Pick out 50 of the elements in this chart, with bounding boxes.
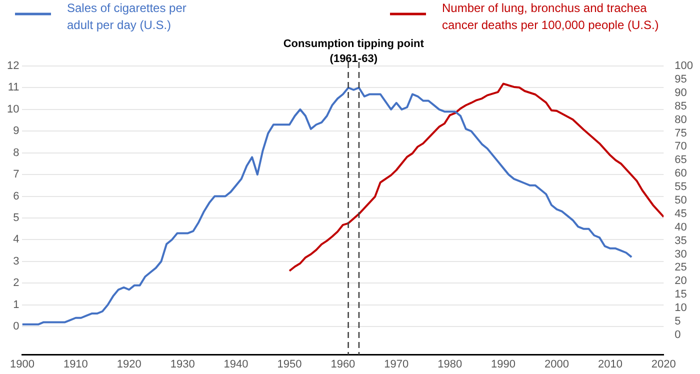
x-tick-label: 1910 [63, 358, 88, 370]
x-tick-label: 1980 [438, 358, 462, 370]
y-tick-label: 7 [13, 168, 20, 181]
y-tick-label: 0 [13, 320, 20, 333]
y-tick-label: 6 [13, 190, 20, 202]
y2-tick-label: 25 [674, 262, 687, 274]
y2-tick-label: 70 [674, 140, 687, 153]
y2-tick-label: 20 [674, 275, 687, 288]
x-tick-label: 1940 [224, 358, 248, 370]
x-tick-label: 1930 [170, 358, 195, 370]
text: Consumption tipping point (1961-63) [283, 38, 424, 65]
y-tick-label: 10 [6, 103, 20, 116]
y2-tick-label: 85 [674, 100, 687, 112]
x-tick-label: 2010 [598, 358, 622, 370]
y2-tick-label: 95 [674, 73, 687, 86]
y2-tick-label: 90 [674, 86, 687, 99]
y2-tick-label: 60 [674, 168, 687, 180]
x-tick-label: 1900 [10, 358, 34, 370]
y2-tick-label: 15 [674, 288, 687, 301]
y2-tick-label: 65 [674, 154, 687, 166]
legend-label: Number of lung, bronchus and trachea cancer deaths per 100,000 people (U.S.) [442, 1, 659, 32]
x-tick-label: 1950 [277, 358, 302, 370]
y2-tick-label: 5 [674, 315, 681, 328]
y2-tick-label: 40 [674, 221, 687, 234]
y-tick-label: 2 [13, 277, 20, 290]
x-tick-label: 1960 [330, 358, 356, 370]
y-tick-label: 3 [13, 255, 20, 268]
y-tick-label: 4 [13, 234, 20, 246]
x-tick-label: 1920 [116, 358, 142, 370]
x-tick-label: 1990 [491, 358, 516, 370]
y2-tick-label: 50 [674, 194, 687, 206]
y2-tick-label: 35 [674, 234, 687, 247]
x-tick-label: 2020 [651, 358, 676, 370]
y2-tick-label: 80 [674, 114, 687, 126]
y-tick-label: 1 [13, 298, 20, 311]
x-tick-label: 1970 [384, 358, 409, 370]
y2-tick-label: 30 [674, 248, 687, 260]
y2-tick-label: 55 [674, 181, 687, 194]
y-tick-label: 9 [13, 125, 20, 138]
y-tick-label: 8 [13, 146, 20, 159]
y2-tick-label: 45 [674, 208, 687, 220]
y-tick-label: 11 [8, 82, 20, 94]
y-tick-label: 5 [13, 212, 20, 224]
legend-label: Sales of cigarettes per adult per day (U.S.) [67, 1, 186, 32]
y2-tick-label: 0 [674, 328, 681, 341]
y-tick-label: 12 [6, 60, 20, 72]
y2-tick-label: 10 [674, 302, 687, 314]
y2-tick-label: 75 [674, 127, 687, 140]
x-tick-label: 2000 [544, 358, 569, 370]
y2-tick-label: 100 [674, 60, 694, 72]
